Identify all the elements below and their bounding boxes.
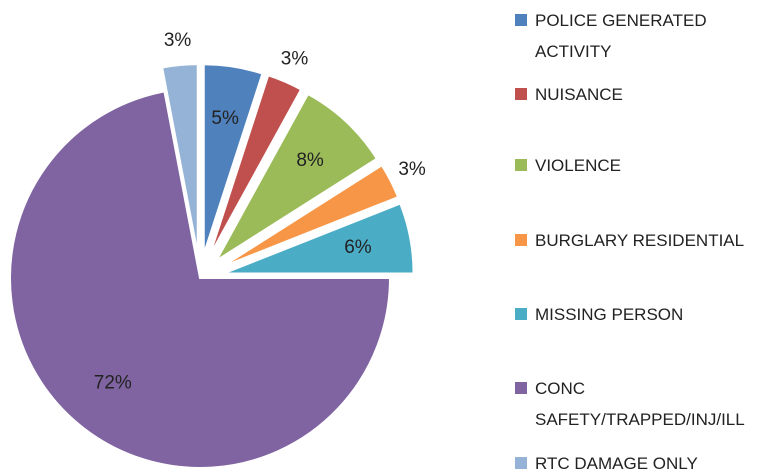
- legend-label: NUISANCE: [535, 85, 623, 104]
- pie-slice: [208, 74, 303, 257]
- data-label: 3%: [281, 49, 309, 70]
- data-label: 8%: [296, 150, 324, 171]
- legend-swatch: [515, 14, 527, 26]
- legend-label: CONC SAFETY/TRAPPED/INJ/ILL: [535, 379, 745, 429]
- legend-swatch: [515, 159, 527, 171]
- pie-slice: [220, 163, 400, 269]
- data-label: 5%: [211, 108, 239, 129]
- pie-slice: [9, 90, 392, 469]
- legend-swatch: [515, 88, 527, 100]
- legend-label: RTC DAMAGE ONLY: [535, 454, 698, 473]
- legend-label: BURGLARY RESIDENTIAL: [535, 231, 745, 250]
- data-label: 3%: [398, 159, 426, 180]
- data-label: 72%: [94, 372, 132, 393]
- data-label: 3%: [164, 30, 192, 51]
- pie-slice: [202, 63, 264, 255]
- data-label: 6%: [344, 237, 372, 258]
- pie-slice: [223, 202, 415, 275]
- legend-swatch: [515, 382, 527, 394]
- pie-slice: [215, 92, 379, 262]
- legend-label: POLICE GENERATED ACTIVITY: [535, 11, 707, 61]
- legend-label: VIOLENCE: [535, 156, 621, 175]
- legend-swatch: [515, 234, 527, 246]
- legend-swatch: [515, 308, 527, 320]
- legend-label: MISSING PERSON: [535, 305, 684, 324]
- legend-swatch: [515, 457, 527, 469]
- pie-slice: [160, 63, 199, 255]
